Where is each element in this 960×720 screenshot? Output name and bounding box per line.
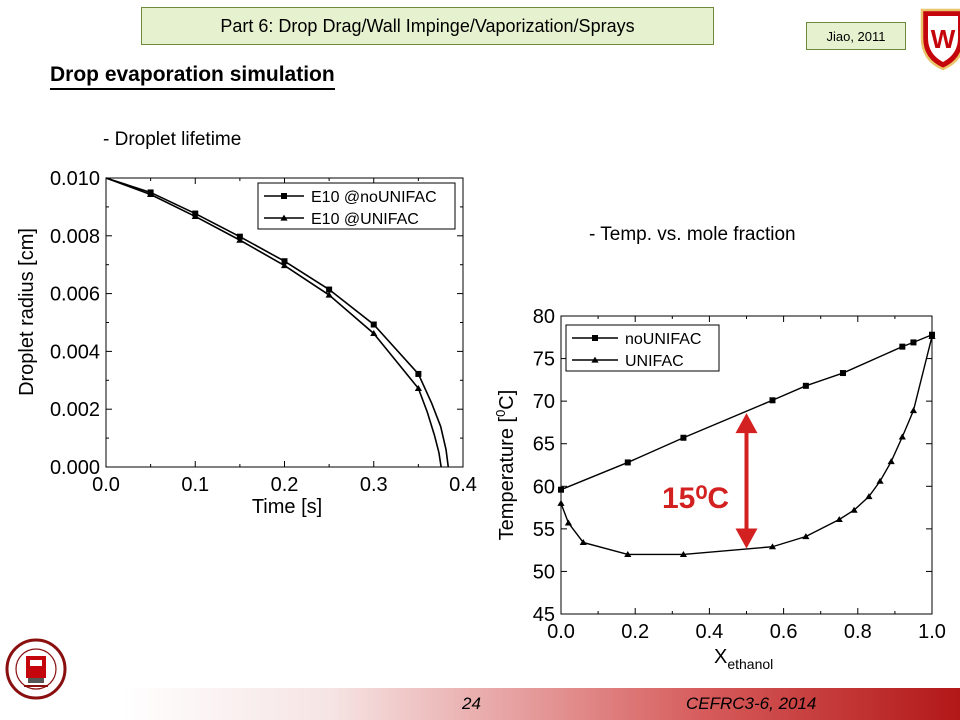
- reference-label: Jiao, 2011: [826, 28, 886, 44]
- chart2-data-point: [768, 543, 777, 550]
- chart1-ytick-label: 0.006: [50, 284, 100, 306]
- chart1-ytick-label: 0.010: [50, 168, 100, 190]
- chart1-data-point: [236, 233, 243, 240]
- chart2-ytick-label: 45: [533, 604, 555, 626]
- chart2-data-point: [898, 433, 906, 440]
- chart1-xtick-label: 0.0: [92, 474, 120, 496]
- chart1-data-point: [191, 213, 199, 220]
- crest-letter: W: [931, 24, 956, 54]
- chart2-data-point: [558, 486, 564, 493]
- chart1-series-line-1: [105, 177, 442, 468]
- caption-droplet-lifetime: - Droplet lifetime: [103, 129, 242, 150]
- reference-box: Jiao, 2011: [806, 22, 906, 50]
- chart2-data-point: [928, 333, 936, 339]
- chart1-ytick-label: 0.000: [50, 457, 100, 479]
- chart1-ytick-label: 0.008: [50, 226, 100, 248]
- chart1-data-point: [281, 258, 288, 265]
- conference-label: CEFRC3-6, 2014: [686, 694, 817, 713]
- chart1-ytick-label: 0.002: [50, 399, 100, 421]
- section-header-label: Part 6: Drop Drag/Wall Impinge/Vaporizat…: [220, 15, 635, 36]
- chart2-legend-marker: [591, 356, 599, 363]
- chart2-data-point: [564, 519, 573, 526]
- engine-research-center-logo-icon: [5, 638, 67, 700]
- chart2-legend-label: noUNIFAC: [625, 331, 701, 348]
- chart1-xtick-label: 0.4: [449, 474, 477, 496]
- chart1-data-point: [325, 291, 333, 298]
- chart2-xlabel: Xethanol: [714, 646, 773, 672]
- chart1-legend: [257, 182, 456, 230]
- chart2-legend-marker: [592, 335, 598, 341]
- chart2-xtick-label: 1.0: [918, 621, 946, 643]
- chart2-data-point: [679, 550, 688, 557]
- chart2-data-point: [910, 339, 917, 346]
- chart2-data-point: [850, 506, 858, 513]
- chart2-xtick-label: 0.6: [770, 621, 798, 643]
- chart1-legend-label: E10 @noUNIFAC: [311, 189, 437, 206]
- chart2-data-point: [909, 407, 918, 414]
- chart2-data-point: [887, 458, 895, 465]
- uw-crest-logo-icon: W: [920, 8, 960, 71]
- chart2-data-point: [624, 459, 631, 466]
- section-header-box: Part 6: Drop Drag/Wall Impinge/Vaporizat…: [141, 7, 714, 45]
- chart2-data-point: [802, 533, 810, 540]
- chart2-xtick-label: 0.2: [621, 621, 649, 643]
- chart2-ylabel: Temperature [0C]: [493, 390, 518, 541]
- chart1-ytick-label: 0.004: [50, 341, 100, 363]
- chart2-data-point: [769, 397, 776, 404]
- chart1-legend-label: E10 @UNIFAC: [311, 211, 419, 228]
- chart2-xtick-label: 0.8: [844, 621, 872, 643]
- chart2-ytick-label: 60: [533, 476, 555, 498]
- chart1-legend-marker: [280, 214, 288, 221]
- chart2-data-point: [680, 434, 687, 441]
- chart2-data-point: [557, 499, 565, 506]
- chart2-ytick-label: 55: [533, 519, 555, 541]
- page-number: 24: [462, 694, 481, 713]
- chart1-data-point: [326, 286, 333, 293]
- chart2-legend-label: UNIFAC: [625, 353, 684, 370]
- chart1-xtick-label: 0.1: [181, 474, 209, 496]
- chart2-legend: [565, 324, 720, 372]
- chart2-xtick-label: 0.0: [547, 621, 575, 643]
- chart2-ytick-label: 50: [533, 561, 555, 583]
- annotation-arrow-head-top: [735, 413, 758, 434]
- chart1-ylabel: Droplet radius [cm]: [16, 228, 38, 396]
- chart2-data-point: [624, 550, 632, 557]
- chart1-xtick-label: 0.3: [360, 474, 388, 496]
- chart1-data-point: [370, 330, 378, 337]
- caption-temp-mole-fraction: - Temp. vs. mole fraction: [589, 224, 796, 245]
- chart1-data-point: [236, 236, 244, 243]
- chart2-data-point: [839, 370, 846, 377]
- chart1-data-point: [147, 191, 155, 198]
- chart2-xtick-label: 0.4: [695, 621, 723, 643]
- chart1-data-point: [414, 384, 422, 391]
- chart2-data-point: [899, 343, 906, 350]
- annotation-arrow-head-bottom: [735, 528, 758, 549]
- chart2-ytick-label: 65: [533, 434, 555, 456]
- chart2-data-point: [579, 539, 587, 546]
- chart2-data-point: [865, 493, 873, 500]
- footer-bar: [120, 688, 960, 720]
- slide-title: Drop evaporation simulation: [50, 63, 335, 90]
- annotation-temperature-diff: 15⁰C: [662, 482, 729, 515]
- chart2-data-point: [835, 516, 843, 523]
- chart1-xlabel: Time [s]: [252, 496, 322, 518]
- chart2-data-point: [802, 382, 809, 389]
- chart1-data-point: [415, 370, 422, 377]
- chart1-series-line-0: [105, 177, 450, 468]
- chart1-xtick-label: 0.2: [271, 474, 299, 496]
- chart2-ytick-label: 75: [533, 349, 555, 371]
- chart2-data-point: [876, 477, 884, 484]
- chart2-ytick-label: 80: [533, 306, 555, 328]
- chart1-data-point: [370, 321, 377, 328]
- chart1-legend-marker: [281, 193, 287, 199]
- chart1-data-point: [280, 262, 289, 269]
- chart2-ytick-label: 70: [533, 391, 555, 413]
